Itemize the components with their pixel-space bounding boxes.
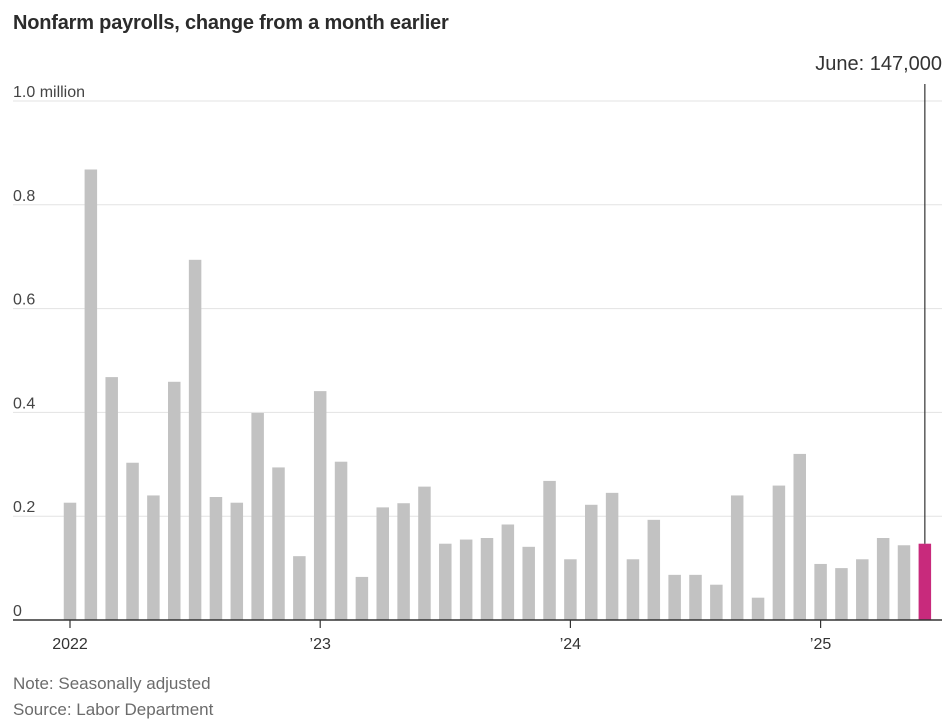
bar	[126, 462, 139, 620]
bar	[355, 576, 369, 620]
bar	[63, 502, 77, 620]
bar	[772, 485, 786, 620]
bar	[793, 453, 806, 620]
chart-title: Nonfarm payrolls, change from a month ea…	[13, 12, 449, 34]
y-tick-label: 1.0 million	[13, 84, 85, 101]
bar	[459, 539, 473, 620]
bar	[710, 584, 723, 620]
bar	[313, 391, 327, 620]
bar	[501, 524, 515, 620]
bar	[585, 504, 598, 620]
chart-source: Source: Labor Department	[13, 700, 214, 719]
bar	[647, 519, 661, 620]
bar	[605, 492, 619, 620]
bar	[84, 169, 98, 620]
bar	[397, 503, 410, 620]
bar	[668, 574, 681, 620]
bar	[105, 377, 118, 620]
bar	[439, 543, 452, 620]
x-tick-label: ’23	[310, 636, 331, 653]
bar	[418, 486, 431, 620]
bar	[626, 559, 640, 620]
bar	[147, 495, 160, 620]
y-tick-label: 0.6	[13, 292, 35, 309]
bar	[334, 461, 348, 620]
bar	[251, 412, 264, 620]
bar	[897, 545, 911, 620]
y-tick-label: 0.4	[13, 395, 35, 412]
bar	[689, 574, 702, 620]
bar	[751, 597, 765, 620]
chart-note: Note: Seasonally adjusted	[13, 674, 211, 693]
x-tick-label: ’25	[810, 636, 831, 653]
bar	[168, 381, 181, 620]
bar	[209, 496, 223, 620]
bar	[480, 537, 494, 620]
y-tick-label: 0.2	[13, 499, 35, 516]
y-tick-label: 0.8	[13, 188, 35, 205]
bar	[835, 568, 848, 620]
bar	[856, 559, 869, 620]
bar	[376, 507, 389, 620]
bar	[293, 556, 306, 620]
bar	[543, 480, 556, 620]
bar	[876, 537, 890, 620]
highlighted-bar	[918, 543, 932, 620]
bar	[522, 546, 535, 620]
bar	[564, 559, 577, 620]
bar	[188, 259, 202, 620]
x-tick-label: 2022	[52, 636, 88, 653]
bar	[230, 502, 244, 620]
bar	[730, 495, 744, 620]
y-tick-label: 0	[13, 603, 22, 620]
annotation-label: June: 147,000	[815, 53, 942, 75]
bar	[272, 467, 285, 620]
bar	[814, 563, 827, 620]
x-tick-label: ’24	[560, 636, 581, 653]
